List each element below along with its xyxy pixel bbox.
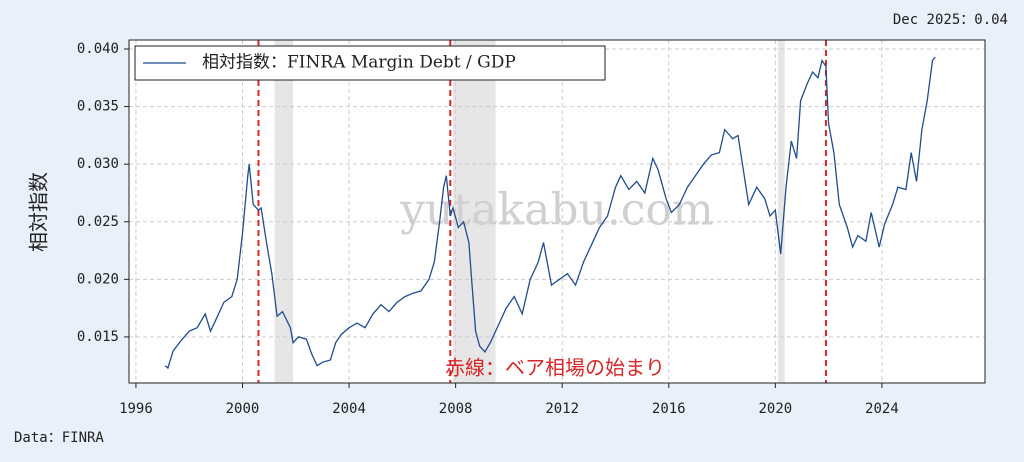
data-line — [164, 56, 936, 370]
y-axis-label: 相対指数 — [27, 172, 51, 252]
y-tick-label: 0.030 — [77, 156, 119, 172]
y-tick-label: 0.035 — [77, 99, 119, 115]
legend-label: 相対指数：FINRA Margin Debt / GDP — [202, 53, 516, 73]
x-tick-label: 2020 — [758, 401, 792, 417]
x-tick-label: 2012 — [545, 401, 579, 417]
source: Data：FINRA — [14, 430, 104, 446]
y-tick-label: 0.015 — [77, 329, 119, 345]
recession-band — [777, 40, 785, 383]
watermark: yutakabu.com — [399, 185, 713, 236]
y-tick-label: 0.040 — [77, 41, 119, 57]
x-tick-label: 2008 — [439, 401, 473, 417]
x-tick-label: 1996 — [119, 401, 153, 417]
recession-band — [274, 40, 294, 383]
annotation: 赤線：ベア相場の始まり — [445, 356, 665, 380]
x-tick-label: 2000 — [226, 401, 260, 417]
y-tick-label: 0.025 — [77, 214, 119, 230]
x-tick-label: 2004 — [332, 401, 366, 417]
recession-band — [452, 40, 496, 383]
x-tick-label: 2016 — [652, 401, 686, 417]
chart-title: Dec 2025：0.04 — [893, 12, 1008, 28]
plot-frame — [128, 39, 986, 384]
legend-box — [134, 45, 606, 81]
x-tick-label: 2024 — [865, 401, 899, 417]
y-tick-label: 0.020 — [77, 271, 119, 287]
